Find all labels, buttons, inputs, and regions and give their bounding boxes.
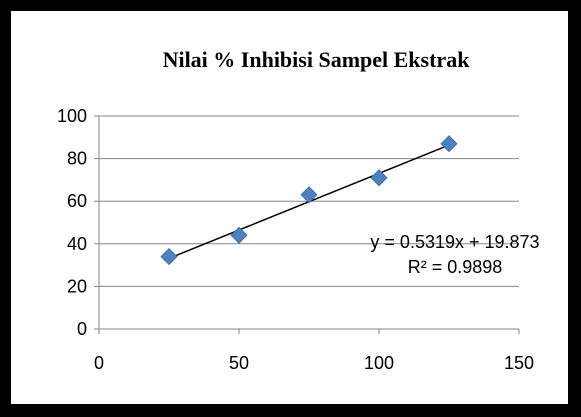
x-tick-label-100: 100 [364, 353, 394, 373]
chart-title: Nilai % Inhibisi Sampel Ekstrak [163, 47, 471, 72]
y-tick-label-20: 20 [67, 276, 87, 296]
y-tick-label-80: 80 [67, 149, 87, 169]
x-tick-label-0: 0 [94, 353, 104, 373]
y-tick-label-60: 60 [67, 191, 87, 211]
data-point-4 [370, 169, 388, 187]
chart-frame: Nilai % Inhibisi Sampel Ekstrak 0 20 40 60 8… [11, 11, 568, 404]
r-squared-label: R² = 0.9898 [408, 257, 503, 277]
trendline-equation: y = 0.5319x + 19.873 [370, 232, 539, 252]
data-point-5 [440, 135, 458, 153]
y-tick-label-100: 100 [57, 106, 87, 126]
y-tick-label-0: 0 [77, 319, 87, 339]
data-point-3 [300, 186, 318, 204]
x-tick-label-150: 150 [504, 353, 534, 373]
data-point-1 [160, 248, 178, 266]
y-tick-label-40: 40 [67, 234, 87, 254]
scatter-chart: Nilai % Inhibisi Sampel Ekstrak 0 20 40 60 8… [57, 47, 540, 373]
data-point-2 [230, 226, 248, 244]
x-tick-label-50: 50 [229, 353, 249, 373]
